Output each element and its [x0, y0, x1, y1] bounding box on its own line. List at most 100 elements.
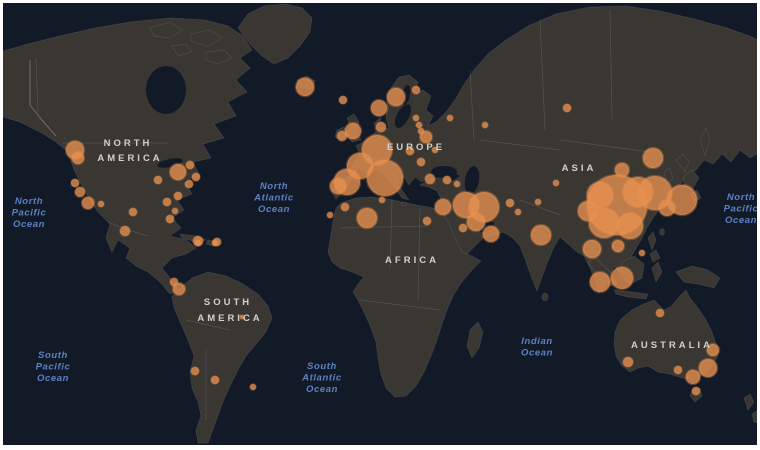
ocean-label-line: Ocean	[258, 204, 290, 215]
case-bubble[interactable]	[171, 281, 187, 297]
case-bubble[interactable]	[385, 86, 407, 108]
case-bubble[interactable]	[169, 277, 179, 287]
continent-label-australia: AUSTRALIA	[631, 340, 713, 351]
case-bubble[interactable]	[249, 383, 257, 391]
land-philippines	[647, 231, 661, 263]
ocean-label-indian-ocean: Indian Ocean	[521, 336, 553, 359]
case-bubble[interactable]	[128, 207, 138, 217]
ocean-label-line: Ocean	[37, 373, 69, 384]
case-bubble[interactable]	[609, 265, 635, 291]
case-bubble[interactable]	[338, 95, 348, 105]
caspian-sea	[464, 166, 480, 194]
case-bubble[interactable]	[185, 160, 195, 170]
case-bubble[interactable]	[328, 176, 348, 196]
ocean-label-south-pacific-ocean: South Pacific Ocean	[36, 350, 71, 384]
case-bubble[interactable]	[446, 114, 454, 122]
case-bubble[interactable]	[697, 357, 719, 379]
case-bubble[interactable]	[239, 314, 245, 320]
case-bubble[interactable]	[194, 239, 202, 247]
case-bubble[interactable]	[481, 121, 489, 129]
case-bubble[interactable]	[355, 206, 379, 230]
case-bubble[interactable]	[610, 238, 626, 254]
ocean-label-south-atlantic-ocean: South Atlantic Ocean	[301, 361, 342, 395]
case-bubble[interactable]	[552, 179, 560, 187]
case-bubble[interactable]	[673, 365, 683, 375]
case-bubble[interactable]	[365, 158, 405, 198]
case-bubble[interactable]	[190, 366, 200, 376]
case-bubble[interactable]	[424, 173, 436, 185]
land-japan	[675, 127, 711, 203]
case-bubble[interactable]	[184, 179, 194, 189]
case-bubble[interactable]	[622, 356, 634, 368]
country-borders	[29, 9, 651, 420]
case-bubble[interactable]	[369, 98, 389, 118]
case-bubble[interactable]	[74, 186, 86, 198]
case-bubble[interactable]	[581, 238, 603, 260]
case-bubble[interactable]	[684, 368, 702, 386]
case-bubble[interactable]	[210, 375, 220, 385]
case-bubble[interactable]	[433, 197, 453, 217]
case-bubble[interactable]	[162, 197, 172, 207]
case-bubble[interactable]	[70, 178, 80, 188]
case-bubble[interactable]	[336, 130, 348, 142]
case-bubble[interactable]	[465, 211, 487, 233]
case-bubble[interactable]	[70, 150, 86, 166]
ocean-label-line: Ocean	[306, 384, 338, 395]
case-bubble[interactable]	[481, 224, 501, 244]
case-bubble[interactable]	[562, 103, 572, 113]
case-bubble[interactable]	[378, 196, 386, 204]
case-bubble[interactable]	[505, 198, 515, 208]
case-bubble[interactable]	[171, 207, 179, 215]
case-bubble[interactable]	[615, 211, 645, 241]
case-bubble[interactable]	[534, 198, 542, 206]
map-viewport[interactable]: NORTH AMERICA SOUTH AMERICA EUROPE ASIA AFRICA…	[3, 3, 757, 445]
case-bubble[interactable]	[340, 202, 350, 212]
case-bubble[interactable]	[705, 342, 721, 358]
case-bubble[interactable]	[431, 146, 439, 154]
case-bubble[interactable]	[442, 175, 452, 185]
case-bubble[interactable]	[613, 161, 631, 179]
world-map[interactable]: NORTH AMERICA SOUTH AMERICA EUROPE ASIA AFRICA…	[3, 3, 757, 445]
ocean-label-north-pacific-ocean: North Pacific Ocean	[12, 196, 47, 230]
case-bubble[interactable]	[529, 223, 553, 247]
case-bubble[interactable]	[80, 195, 96, 211]
case-bubble[interactable]	[576, 199, 600, 223]
ocean-label-line: North	[15, 196, 43, 207]
ocean-label-line: North	[260, 181, 288, 192]
case-bubble[interactable]	[691, 386, 701, 396]
case-bubble[interactable]	[153, 175, 163, 185]
case-bubble[interactable]	[211, 239, 219, 247]
case-bubble[interactable]	[422, 216, 432, 226]
case-bubble[interactable]	[588, 270, 612, 294]
case-bubble[interactable]	[657, 198, 677, 218]
case-bubble[interactable]	[375, 121, 387, 133]
case-bubble[interactable]	[165, 214, 175, 224]
case-bubble[interactable]	[173, 191, 183, 201]
great-lakes	[157, 158, 183, 168]
case-bubble[interactable]	[343, 121, 363, 141]
case-bubble[interactable]	[415, 121, 423, 129]
case-bubble[interactable]	[458, 223, 468, 233]
continent-label-america: AMERICA	[197, 313, 262, 324]
case-bubble[interactable]	[638, 249, 646, 257]
case-bubble[interactable]	[585, 180, 615, 210]
case-bubble[interactable]	[405, 146, 415, 156]
case-bubble[interactable]	[418, 129, 434, 145]
case-bubble[interactable]	[294, 76, 316, 98]
land-new-zealand	[743, 393, 757, 424]
case-bubble[interactable]	[453, 180, 461, 188]
case-bubble[interactable]	[168, 162, 188, 182]
case-bubble[interactable]	[514, 208, 522, 216]
case-bubble[interactable]	[411, 85, 421, 95]
ocean-label-line: Pacific	[724, 204, 757, 215]
case-bubble[interactable]	[641, 146, 665, 170]
case-bubble[interactable]	[97, 200, 105, 208]
case-bubble[interactable]	[412, 114, 420, 122]
case-bubble[interactable]	[119, 225, 131, 237]
inland-seas	[146, 66, 495, 233]
case-bubble[interactable]	[191, 172, 201, 182]
case-bubble[interactable]	[416, 157, 426, 167]
case-bubble[interactable]	[326, 211, 334, 219]
case-bubble[interactable]	[655, 308, 665, 318]
ocean-label-line: Ocean	[725, 215, 757, 226]
